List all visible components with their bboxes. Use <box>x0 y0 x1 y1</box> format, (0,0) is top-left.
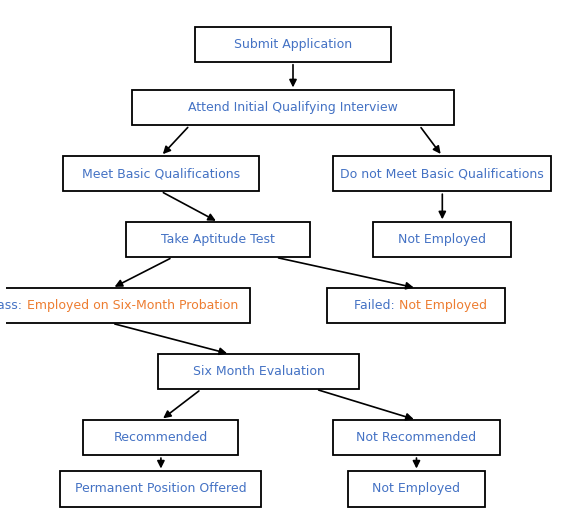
FancyBboxPatch shape <box>373 222 511 257</box>
Text: Permanent Position Offered: Permanent Position Offered <box>75 482 247 495</box>
Text: Employed on Six-Month Probation: Employed on Six-Month Probation <box>27 299 238 312</box>
FancyBboxPatch shape <box>83 420 239 455</box>
FancyBboxPatch shape <box>60 472 261 506</box>
FancyBboxPatch shape <box>347 472 485 506</box>
FancyBboxPatch shape <box>195 27 391 62</box>
FancyBboxPatch shape <box>63 156 258 191</box>
Text: Recommended: Recommended <box>114 431 208 444</box>
FancyBboxPatch shape <box>333 156 551 191</box>
Text: Failed:: Failed: <box>354 299 398 312</box>
FancyBboxPatch shape <box>127 222 310 257</box>
Text: Do not Meet Basic Qualifications: Do not Meet Basic Qualifications <box>340 167 544 180</box>
FancyBboxPatch shape <box>132 90 454 126</box>
Text: Meet Basic Qualifications: Meet Basic Qualifications <box>82 167 240 180</box>
Text: Not Employed: Not Employed <box>373 482 461 495</box>
FancyBboxPatch shape <box>158 354 359 389</box>
Text: Submit Application: Submit Application <box>234 38 352 51</box>
Text: Not Employed: Not Employed <box>400 299 488 312</box>
Text: Attend Initial Qualifying Interview: Attend Initial Qualifying Interview <box>188 101 398 114</box>
FancyBboxPatch shape <box>0 288 250 324</box>
Text: Not Employed: Not Employed <box>398 233 486 246</box>
FancyBboxPatch shape <box>328 288 506 324</box>
FancyBboxPatch shape <box>333 420 500 455</box>
Text: Not Recommended: Not Recommended <box>356 431 476 444</box>
Text: Pass:: Pass: <box>0 299 26 312</box>
Text: Six Month Evaluation: Six Month Evaluation <box>193 365 325 378</box>
Text: Take Aptitude Test: Take Aptitude Test <box>161 233 275 246</box>
